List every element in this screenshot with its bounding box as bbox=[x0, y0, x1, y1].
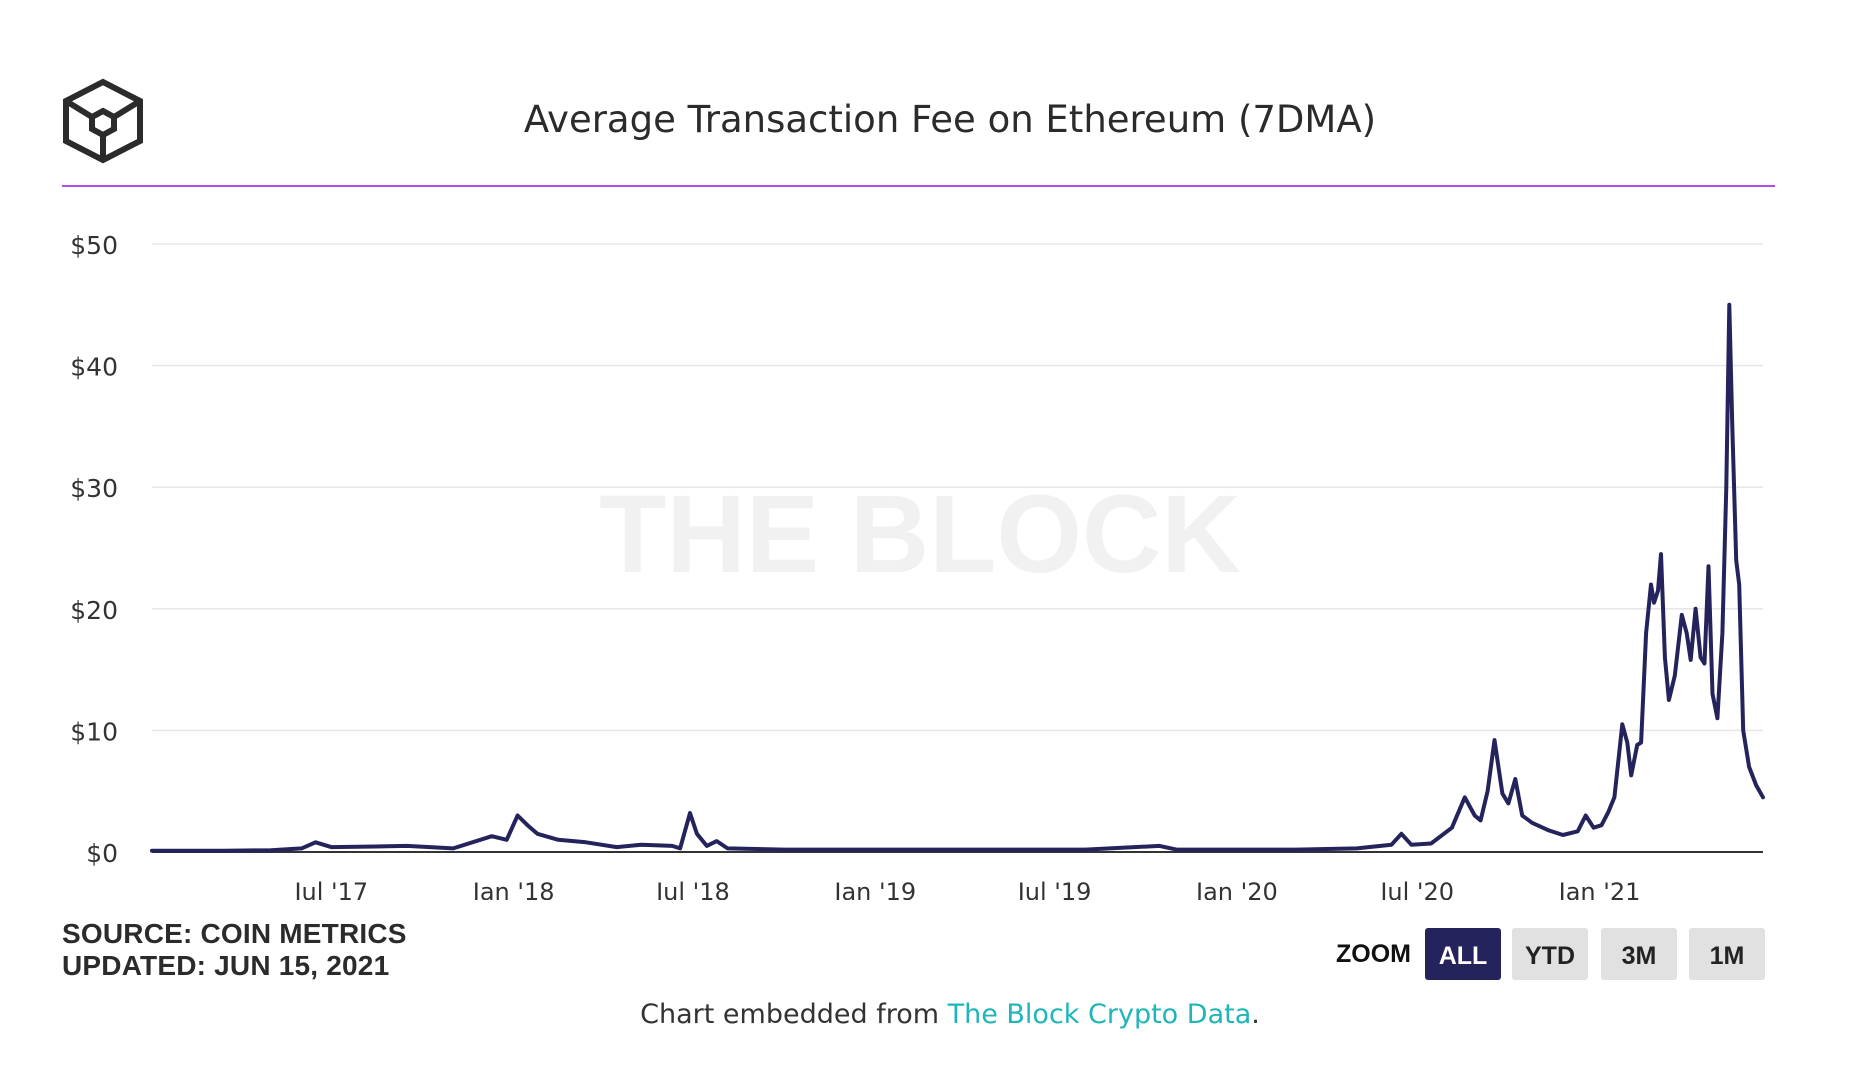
updated-label: UPDATED: JUN 15, 2021 bbox=[62, 950, 390, 981]
x-tick-label: Jul '18 bbox=[654, 878, 730, 900]
y-tick-label: $30 bbox=[70, 474, 118, 503]
embed-note: Chart embedded from The Block Crypto Dat… bbox=[0, 999, 1866, 1030]
x-tick-label: Jan '18 bbox=[471, 878, 555, 900]
x-tick-label: Jan '20 bbox=[1194, 878, 1278, 900]
source-note: SOURCE: COIN METRICS UPDATED: JUN 15, 20… bbox=[62, 918, 407, 982]
embed-prefix: Chart embedded from bbox=[640, 999, 948, 1030]
x-tick-label: Jul '19 bbox=[1016, 878, 1092, 900]
zoom-3m-button[interactable]: 3M bbox=[1601, 928, 1677, 980]
x-tick-label: Jan '21 bbox=[1557, 878, 1641, 900]
title-divider bbox=[62, 185, 1775, 187]
zoom-1m-button[interactable]: 1M bbox=[1689, 928, 1765, 980]
embed-suffix: . bbox=[1251, 999, 1260, 1030]
y-tick-label: $10 bbox=[70, 717, 118, 746]
y-tick-label: $50 bbox=[70, 231, 118, 260]
x-tick-label: Jul '17 bbox=[292, 878, 368, 900]
zoom-label: ZOOM bbox=[1336, 940, 1411, 968]
y-tick-label: $20 bbox=[70, 596, 118, 625]
source-label: SOURCE: COIN METRICS bbox=[62, 918, 407, 949]
fee-series-line bbox=[150, 302, 1765, 853]
x-tick-label: Jul '20 bbox=[1378, 878, 1454, 900]
zoom-all-button[interactable]: ALL bbox=[1425, 928, 1501, 980]
y-tick-label: $0 bbox=[86, 839, 118, 868]
the-block-crypto-data-link[interactable]: The Block Crypto Data bbox=[947, 999, 1252, 1030]
the-block-logo-icon bbox=[63, 78, 143, 164]
y-tick-label: $40 bbox=[70, 353, 118, 382]
line-chart: THE BLOCK $0 $10 $20 $30 $40 $50 Jul '17 Jan '18… bbox=[70, 231, 1765, 900]
zoom-ytd-button[interactable]: YTD bbox=[1512, 928, 1588, 980]
chart-title: Average Transaction Fee on Ethereum (7DM… bbox=[523, 98, 1377, 141]
x-tick-label: Jan '19 bbox=[832, 878, 916, 900]
watermark-text: THE BLOCK bbox=[599, 473, 1241, 596]
